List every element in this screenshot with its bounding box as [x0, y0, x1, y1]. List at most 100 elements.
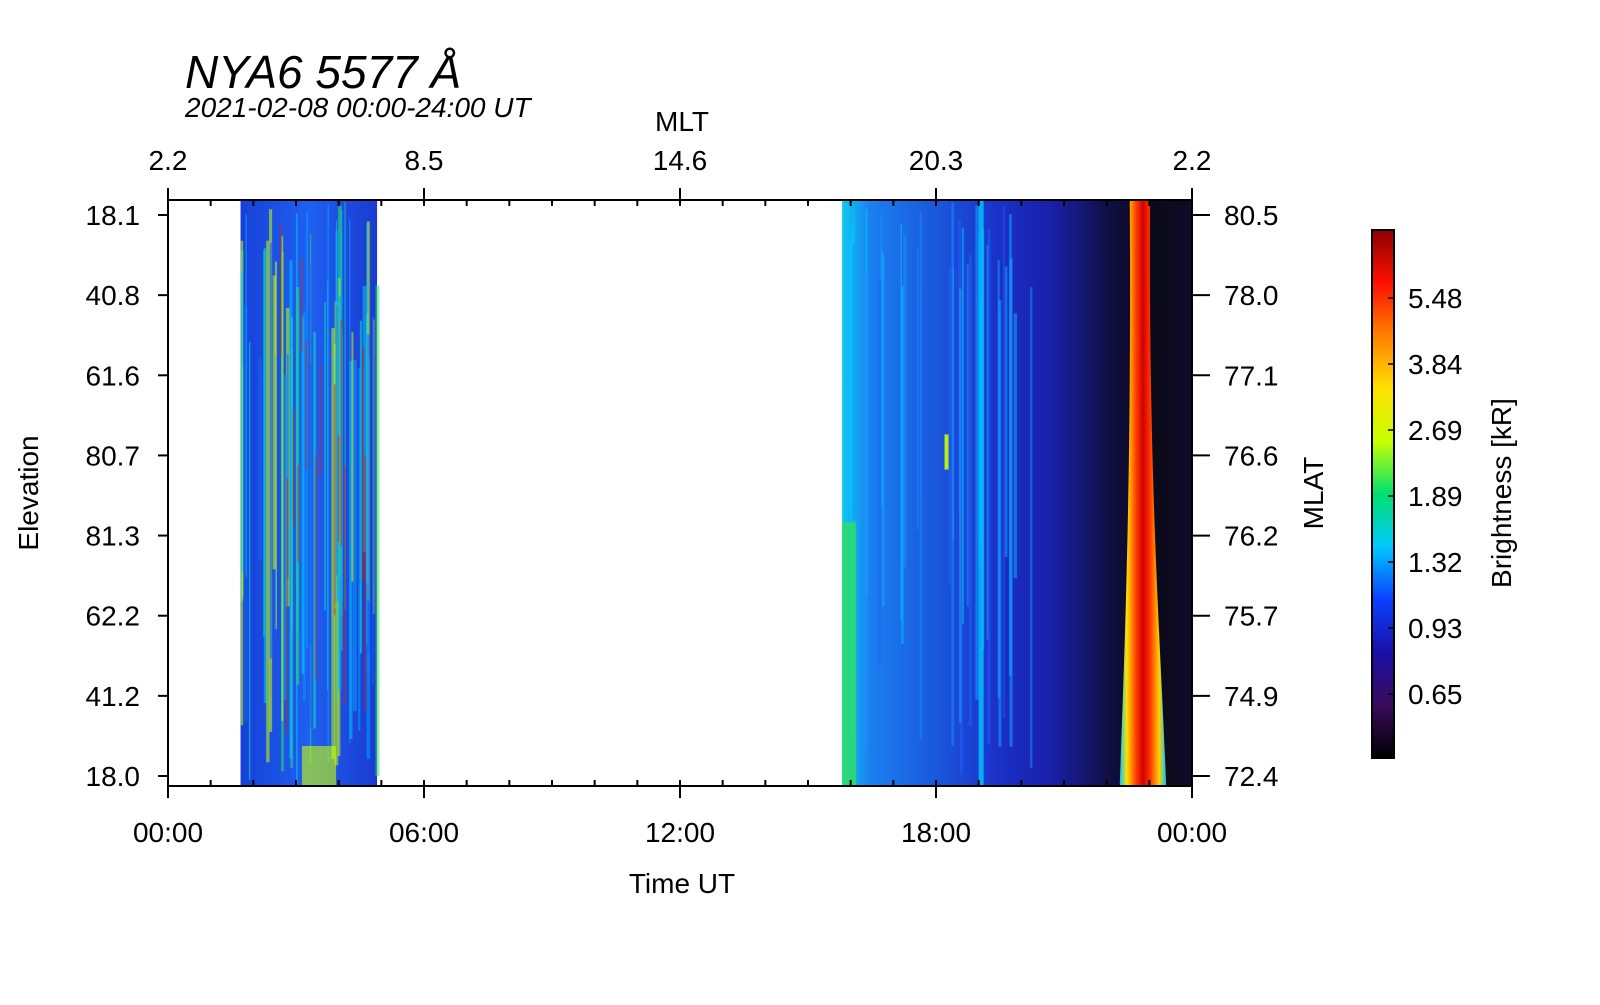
streak-red: [344, 465, 346, 705]
streak-red: [315, 453, 317, 681]
bright-arc: [1119, 200, 1167, 786]
top-axis-label: MLT: [655, 106, 709, 137]
colorbar-tick-label: 5.48: [1408, 283, 1463, 314]
streak: [903, 235, 907, 568]
streak-green: [842, 522, 857, 786]
streak: [882, 253, 885, 607]
colorbar-tick-label: 0.93: [1408, 613, 1463, 644]
streak: [959, 288, 962, 723]
chart-subtitle: 2021-02-08 00:00-24:00 UT: [184, 92, 532, 123]
streak: [375, 285, 380, 776]
streak: [248, 341, 251, 780]
streak: [286, 354, 289, 579]
streak: [283, 374, 287, 700]
streak: [351, 332, 354, 582]
streak: [306, 213, 309, 649]
x-tick-label: 18:00: [901, 817, 971, 848]
streak-red: [333, 384, 336, 616]
streak: [344, 201, 346, 610]
y-right-tick-label: 80.5: [1224, 200, 1279, 231]
y-right-tick-label: 74.9: [1224, 681, 1279, 712]
top-tick-label: 2.2: [149, 145, 188, 176]
colorbar-tick-label: 2.69: [1408, 415, 1463, 446]
streak-red: [292, 410, 295, 526]
colorbar-gradient: [1371, 229, 1395, 759]
streak: [864, 274, 868, 750]
streak: [987, 229, 991, 745]
streak: [301, 316, 305, 674]
streak: [358, 367, 361, 731]
y-right-tick-label: 78.0: [1224, 280, 1279, 311]
streak: [359, 320, 363, 654]
y-left-tick-label: 18.1: [86, 200, 141, 231]
streak: [327, 203, 330, 763]
streak: [1030, 287, 1033, 768]
y-right-tick-label: 75.7: [1224, 601, 1279, 632]
x-axis-label: Time UT: [629, 868, 735, 899]
streak: [258, 356, 263, 561]
streak: [919, 211, 922, 740]
streak: [362, 286, 367, 553]
y-left-tick-label: 80.7: [86, 440, 141, 471]
streak-red: [305, 340, 308, 469]
colorbar-tick-label: 1.32: [1408, 547, 1463, 578]
streak: [289, 260, 293, 759]
streak: [298, 336, 301, 645]
streak: [336, 305, 338, 576]
streak-red: [286, 477, 289, 734]
x-tick-label: 12:00: [645, 817, 715, 848]
streak: [852, 244, 855, 520]
streak: [877, 280, 882, 664]
plot-area: [240, 200, 1192, 786]
streak-red: [337, 435, 340, 543]
streak: [968, 254, 972, 727]
streak: [309, 365, 313, 645]
axes: 00:00 06:00 12:00 18:00 00:00 2.2 8.5 14.6 20.3 2…: [86, 145, 1279, 848]
colorbar: 5.48 3.84 2.69 1.89 1.32 0.93 0.65: [1371, 229, 1463, 759]
streak: [324, 302, 326, 611]
y-right-tick-label: 76.6: [1224, 440, 1279, 471]
streak: [1002, 205, 1005, 719]
streak: [966, 263, 969, 607]
top-tick-label: 20.3: [909, 145, 964, 176]
streak-red: [319, 363, 322, 477]
streak: [366, 334, 371, 654]
streak: [951, 202, 954, 746]
streak: [245, 214, 247, 577]
streak: [1008, 214, 1012, 676]
colorbar-tick-label: 3.84: [1408, 349, 1463, 380]
streak: [986, 244, 989, 640]
y-left-tick-label: 41.2: [86, 681, 141, 712]
streak: [338, 296, 342, 690]
streak-red: [364, 454, 367, 711]
streak: [1013, 313, 1018, 579]
y-left-tick-label: 81.3: [86, 521, 141, 552]
streak: [316, 366, 319, 665]
y-left-tick-label: 18.0: [86, 761, 141, 792]
streak-red: [301, 258, 303, 352]
streak: [281, 235, 284, 722]
streak: [1004, 266, 1008, 557]
streak: [241, 272, 243, 574]
top-tick-label: 14.6: [653, 145, 708, 176]
streak: [998, 300, 1002, 747]
streak: [266, 240, 270, 763]
streak: [272, 275, 277, 570]
y-left-tick-label: 61.6: [86, 360, 141, 391]
y-left-tick-label: 40.8: [86, 280, 141, 311]
streak: [349, 360, 353, 740]
streak-arc-thin: [978, 200, 984, 786]
y-right-tick-label: 72.4: [1224, 761, 1279, 792]
streak: [975, 205, 979, 700]
streak: [960, 290, 963, 775]
streak: [948, 266, 951, 586]
top-tick-label: 2.2: [1173, 145, 1212, 176]
streak: [917, 246, 919, 530]
y-right-tick-label: 77.1: [1224, 360, 1279, 391]
streak: [849, 236, 853, 744]
y-axis-left-label: Elevation: [13, 435, 44, 550]
streak: [263, 247, 267, 704]
streak: [352, 359, 357, 712]
